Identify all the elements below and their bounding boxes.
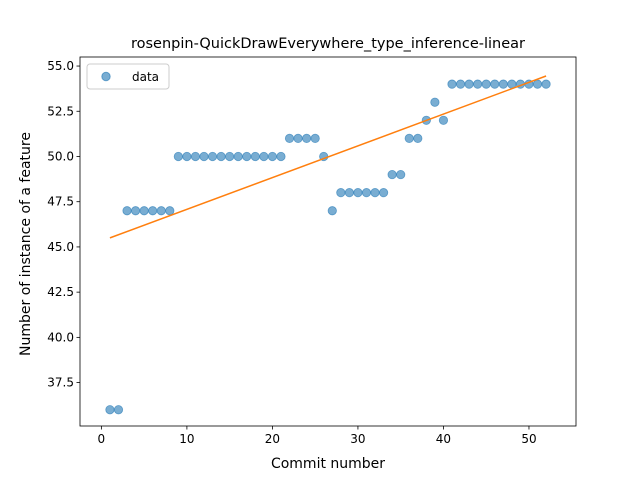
x-tick-label: 30 xyxy=(350,432,365,446)
data-point xyxy=(336,188,346,198)
data-point xyxy=(438,115,449,125)
y-tick-label: 52.5 xyxy=(47,104,74,118)
y-tick-label: 47.5 xyxy=(47,195,74,209)
data-point xyxy=(490,79,500,89)
data-point xyxy=(413,133,423,143)
data-point xyxy=(498,79,508,89)
data-point xyxy=(473,79,483,89)
data-point xyxy=(327,206,337,216)
data-point xyxy=(225,151,235,162)
x-tick-label: 50 xyxy=(521,432,536,446)
data-point xyxy=(353,188,363,198)
data-point xyxy=(284,133,295,143)
data-point xyxy=(396,169,406,180)
data-point xyxy=(122,206,132,216)
data-point xyxy=(173,151,183,162)
data-point xyxy=(302,133,312,143)
data-point xyxy=(370,188,380,198)
data-point xyxy=(430,97,440,107)
data-point xyxy=(447,79,457,89)
data-point xyxy=(233,151,243,162)
legend-label: data xyxy=(132,70,159,84)
data-point xyxy=(378,188,389,198)
data-point xyxy=(105,405,115,415)
x-tick-label: 10 xyxy=(179,432,194,446)
legend-marker xyxy=(101,71,111,82)
data-point xyxy=(344,188,354,198)
x-tick-label: 0 xyxy=(98,432,106,446)
data-point xyxy=(361,188,372,198)
data-point xyxy=(113,405,124,415)
data-point xyxy=(199,151,209,162)
data-point xyxy=(310,133,320,143)
data-point xyxy=(481,79,491,89)
x-tick-label: 40 xyxy=(436,432,451,446)
fit-line xyxy=(109,75,547,239)
data-point xyxy=(216,151,226,162)
y-tick-label: 55.0 xyxy=(47,59,74,73)
data-point xyxy=(404,133,414,143)
data-point xyxy=(207,151,218,162)
data-point xyxy=(267,151,278,162)
axes-frame xyxy=(79,56,577,427)
x-tick-label: 20 xyxy=(265,432,280,446)
data-point xyxy=(156,206,166,216)
y-tick-label: 37.5 xyxy=(47,376,74,390)
data-point xyxy=(541,79,551,89)
data-point xyxy=(139,206,149,216)
data-point xyxy=(250,151,260,162)
data-point xyxy=(148,206,158,216)
data-point xyxy=(182,151,192,162)
plot-area: 0 10 20 30 40 50 37.5 40.0 42.5 45.0 47.5 50.0 52.5 5… xyxy=(47,56,577,446)
legend-box xyxy=(86,63,170,90)
data-point xyxy=(242,151,252,162)
data-point xyxy=(464,79,474,89)
data-point xyxy=(532,79,543,89)
x-axis-title: Commit number xyxy=(271,456,385,472)
data-point xyxy=(259,151,269,162)
y-tick-label: 40.0 xyxy=(47,330,74,344)
chart-title: rosenpin-QuickDrawEverywhere_type_infere… xyxy=(131,36,525,52)
y-tick-label: 50.0 xyxy=(47,149,74,163)
data-point xyxy=(130,206,141,216)
data-point xyxy=(387,169,397,180)
data-point xyxy=(190,151,201,162)
y-tick-label: 45.0 xyxy=(47,240,74,254)
y-tick-label: 42.5 xyxy=(47,285,74,299)
data-point xyxy=(276,151,286,162)
data-point xyxy=(165,206,175,216)
data-point xyxy=(455,79,466,89)
y-axis-title: Number of instance of a feature xyxy=(18,132,34,356)
data-point xyxy=(293,133,303,143)
